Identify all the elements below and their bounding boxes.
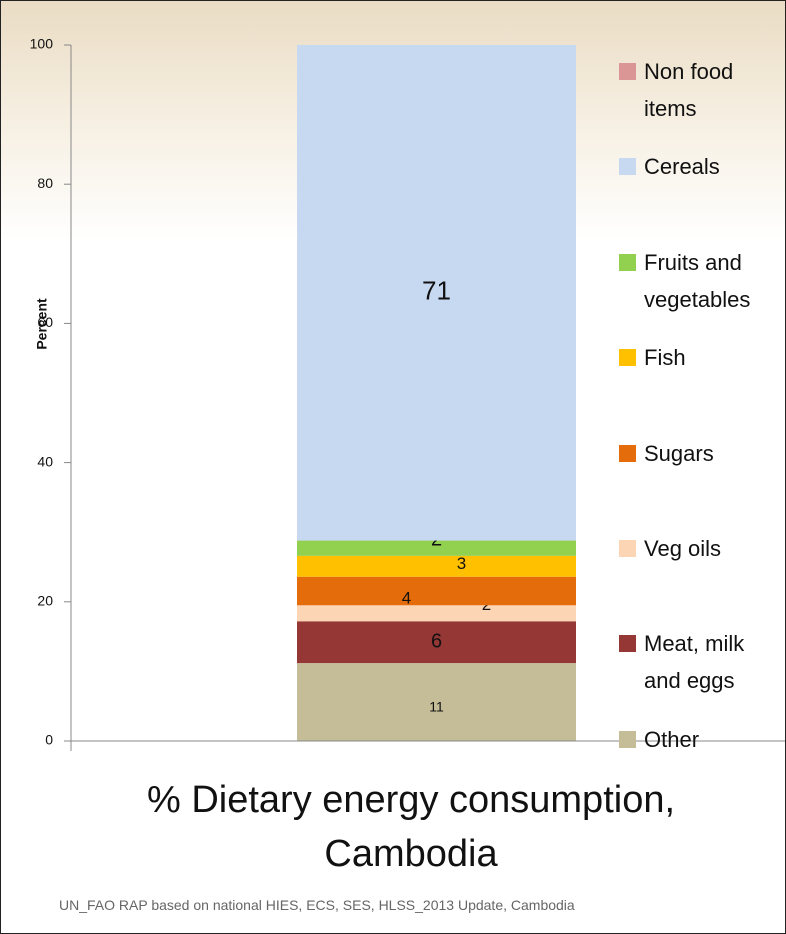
data-label: 3 [457, 554, 466, 573]
chart-title: % Dietary energy consumption, Cambodia [146, 779, 676, 875]
legend-swatch [619, 635, 636, 653]
legend-item: Non food items [619, 53, 769, 127]
data-label: 11 [429, 699, 444, 715]
legend-swatch [619, 540, 636, 557]
legend-label: Non food items [644, 59, 734, 121]
legend-swatch [619, 253, 636, 271]
legend-item: Meat, milk and eggs [619, 625, 769, 699]
legend-swatch [619, 63, 636, 80]
data-label: 6 [431, 630, 442, 652]
y-axis-label: Percent [34, 298, 50, 350]
data-label: 4 [402, 588, 411, 607]
bar-segment [297, 576, 576, 606]
legend-label: Fruits and vegetables [644, 249, 751, 312]
bar-segment [297, 605, 576, 622]
bar-segment [297, 45, 576, 541]
legend-swatch [619, 158, 636, 176]
legend-swatch [619, 444, 636, 462]
y-tick-label: 100 [30, 36, 54, 52]
legend-label: Fish [644, 345, 686, 371]
legend-label: Sugars [644, 440, 714, 466]
y-tick-label: 80 [37, 175, 53, 191]
legend-item: Veg oils [619, 530, 769, 567]
legend-label: Veg oils [644, 536, 722, 561]
legend-label: Cereals [644, 154, 720, 180]
bar-segment [297, 621, 576, 664]
legend-item: Cereals [619, 148, 769, 185]
legend-label: Meat, milk and eggs [644, 631, 745, 694]
y-tick-label: 60 [37, 314, 53, 330]
bar-segment [297, 663, 576, 741]
source-note: UN_FAO RAP based on national HIES, ECS, … [59, 897, 575, 913]
legend-label: Other [644, 726, 700, 752]
bar-segment [297, 555, 576, 577]
legend-item: Fish [619, 339, 769, 376]
legend-swatch [619, 730, 636, 748]
bar-segment [297, 540, 576, 556]
y-tick-label: 0 [45, 732, 53, 748]
y-tick-label: 20 [37, 593, 53, 609]
legend-swatch [619, 349, 636, 367]
y-tick-label: 40 [37, 453, 53, 469]
legend-item: Fruits and vegetables [619, 244, 769, 318]
legend-item: Other [619, 721, 769, 758]
data-label: 71 [422, 276, 451, 306]
legend-item: Sugars [619, 435, 769, 472]
